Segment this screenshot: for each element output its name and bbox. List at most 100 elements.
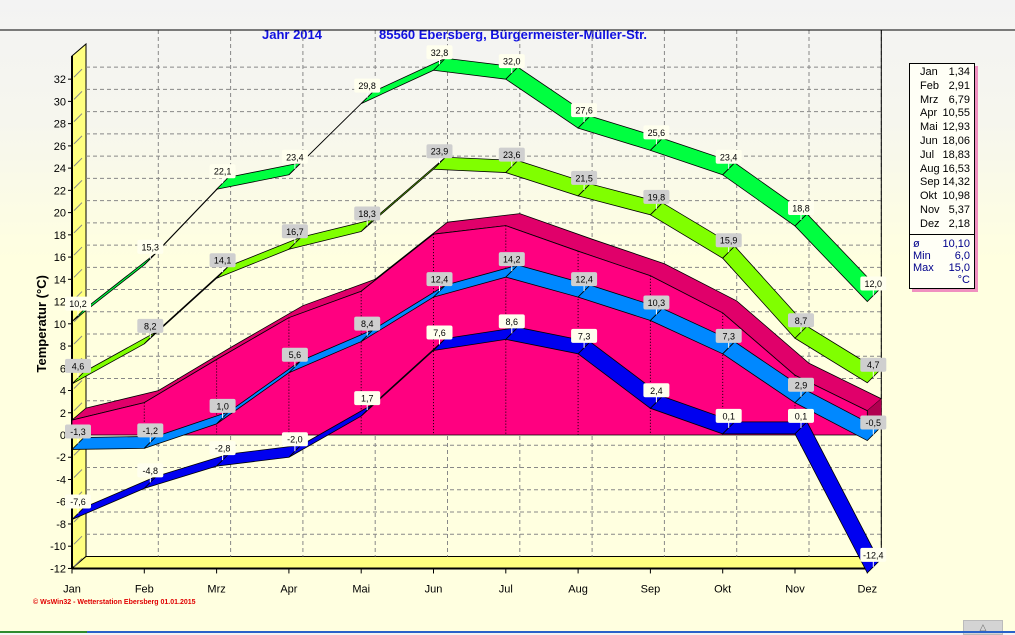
label-box (426, 325, 453, 340)
y-axis-title: Temperatur (°C) (34, 275, 49, 372)
data-label: 25,6 (643, 125, 670, 145)
label-value: 32,8 (431, 48, 449, 58)
y-tick-label: -6 (56, 497, 66, 509)
y-tick-label: 12 (54, 297, 66, 309)
data-label: 23,6 (498, 147, 525, 167)
data-label: 7,6 (426, 325, 453, 345)
data-label: 22,1 (209, 164, 236, 184)
legend-month: Jul (920, 148, 935, 161)
label-value: -2,8 (215, 444, 231, 454)
label-box (426, 272, 453, 287)
ribbon-segment (505, 66, 591, 129)
y-tick-label: 2 (60, 408, 66, 420)
label-box (715, 149, 742, 164)
legend-month: Jun (920, 134, 938, 147)
legend-month: Sep (920, 176, 940, 189)
y-tick-label: 10 (54, 319, 66, 331)
label-box (860, 276, 887, 291)
legend-value: 10,55 (942, 107, 970, 120)
copyright-credit: © WsWin32 - Wetterstation Ebersberg 01.0… (33, 599, 196, 606)
ribbon-segment (649, 202, 736, 259)
label-value: 14,2 (503, 255, 521, 265)
legend-row: Aug 16,53 (910, 163, 974, 177)
unit-label: °C (957, 273, 970, 286)
label-box (571, 170, 598, 185)
label-value: 12,4 (431, 275, 449, 285)
y-tick-label: 18 (54, 230, 66, 242)
data-label: 21,5 (571, 170, 598, 190)
data-label: 12,4 (571, 272, 598, 292)
x-tick-label: Apr (280, 583, 297, 595)
label-box (426, 144, 453, 159)
chart-year-title: Jahr 2014 (262, 27, 322, 42)
label-value: 23,9 (431, 147, 449, 157)
series-monatsmittel (71, 213, 883, 436)
legend-month: Apr (920, 107, 938, 120)
label-value: 8,6 (506, 317, 519, 327)
y-tick-label: 26 (54, 141, 66, 153)
label-box (281, 432, 308, 447)
legend-row: Jul 18,83 (910, 149, 974, 163)
wall-tick (73, 402, 83, 412)
floor (70, 555, 883, 569)
data-label: 8,7 (788, 313, 814, 333)
label-value: -1,3 (70, 427, 86, 437)
label-value: -0,5 (866, 418, 882, 428)
label-box (209, 253, 236, 268)
label-value: 29,8 (358, 81, 376, 91)
min-label: Min (913, 249, 931, 262)
label-box (643, 189, 670, 204)
legend-row: Jun 18,06 (910, 135, 974, 149)
wall-tick (73, 246, 83, 256)
chart-station-title: 85560 Ebersberg, Bürgermeister-Müller-St… (379, 27, 648, 42)
max-label: Max (913, 261, 934, 274)
label-box (643, 125, 670, 140)
wall-tick (73, 68, 83, 78)
data-label: 16,7 (281, 224, 308, 244)
x-tick-label: Aug (568, 583, 588, 595)
label-value: -7,6 (70, 497, 86, 507)
max-value: 15,0 (948, 261, 970, 274)
label-value: 8,4 (361, 319, 374, 329)
data-label: 15,9 (715, 233, 742, 253)
data-label: 29,8 (354, 78, 381, 98)
label-box (498, 147, 525, 162)
wall-tick (73, 558, 83, 567)
x-tick-label: Jun (425, 583, 443, 595)
data-label: -2,8 (209, 441, 236, 461)
wall-tick (73, 91, 83, 100)
x-tick-label: Nov (785, 583, 805, 595)
y-tick-label: 30 (54, 96, 66, 108)
label-value: 25,6 (648, 128, 666, 138)
label-value: 4,6 (72, 361, 85, 371)
label-box (498, 252, 525, 267)
legend-row: Sep 14,32 (910, 176, 974, 190)
label-box (281, 347, 308, 362)
legend-month: Mai (920, 121, 938, 134)
y-tick-label: 0 (60, 430, 66, 442)
data-label: 18,3 (354, 206, 381, 226)
data-label: 5,6 (281, 347, 308, 367)
legend-month: Nov (920, 203, 940, 216)
legend-value: 2,91 (948, 79, 970, 92)
wall-tick (73, 180, 83, 189)
label-box (571, 103, 598, 118)
label-box (643, 295, 670, 310)
label-box (209, 398, 236, 413)
wall-tick (73, 335, 83, 345)
label-value: -1,2 (143, 426, 159, 436)
data-label: 0,1 (715, 408, 742, 428)
legend-value: 14,32 (942, 176, 970, 189)
label-value: 7,6 (433, 328, 446, 338)
label-box (354, 78, 381, 93)
ribbon-segment (721, 421, 808, 435)
label-box (65, 296, 91, 311)
label-box (788, 313, 814, 328)
label-box (426, 45, 453, 60)
wall-tick (73, 380, 83, 389)
label-value: 8,7 (795, 316, 808, 326)
label-box (715, 408, 742, 423)
data-label: 14,2 (498, 252, 525, 272)
label-value: 5,6 (289, 350, 302, 360)
avg-value: 10,10 (942, 237, 970, 250)
